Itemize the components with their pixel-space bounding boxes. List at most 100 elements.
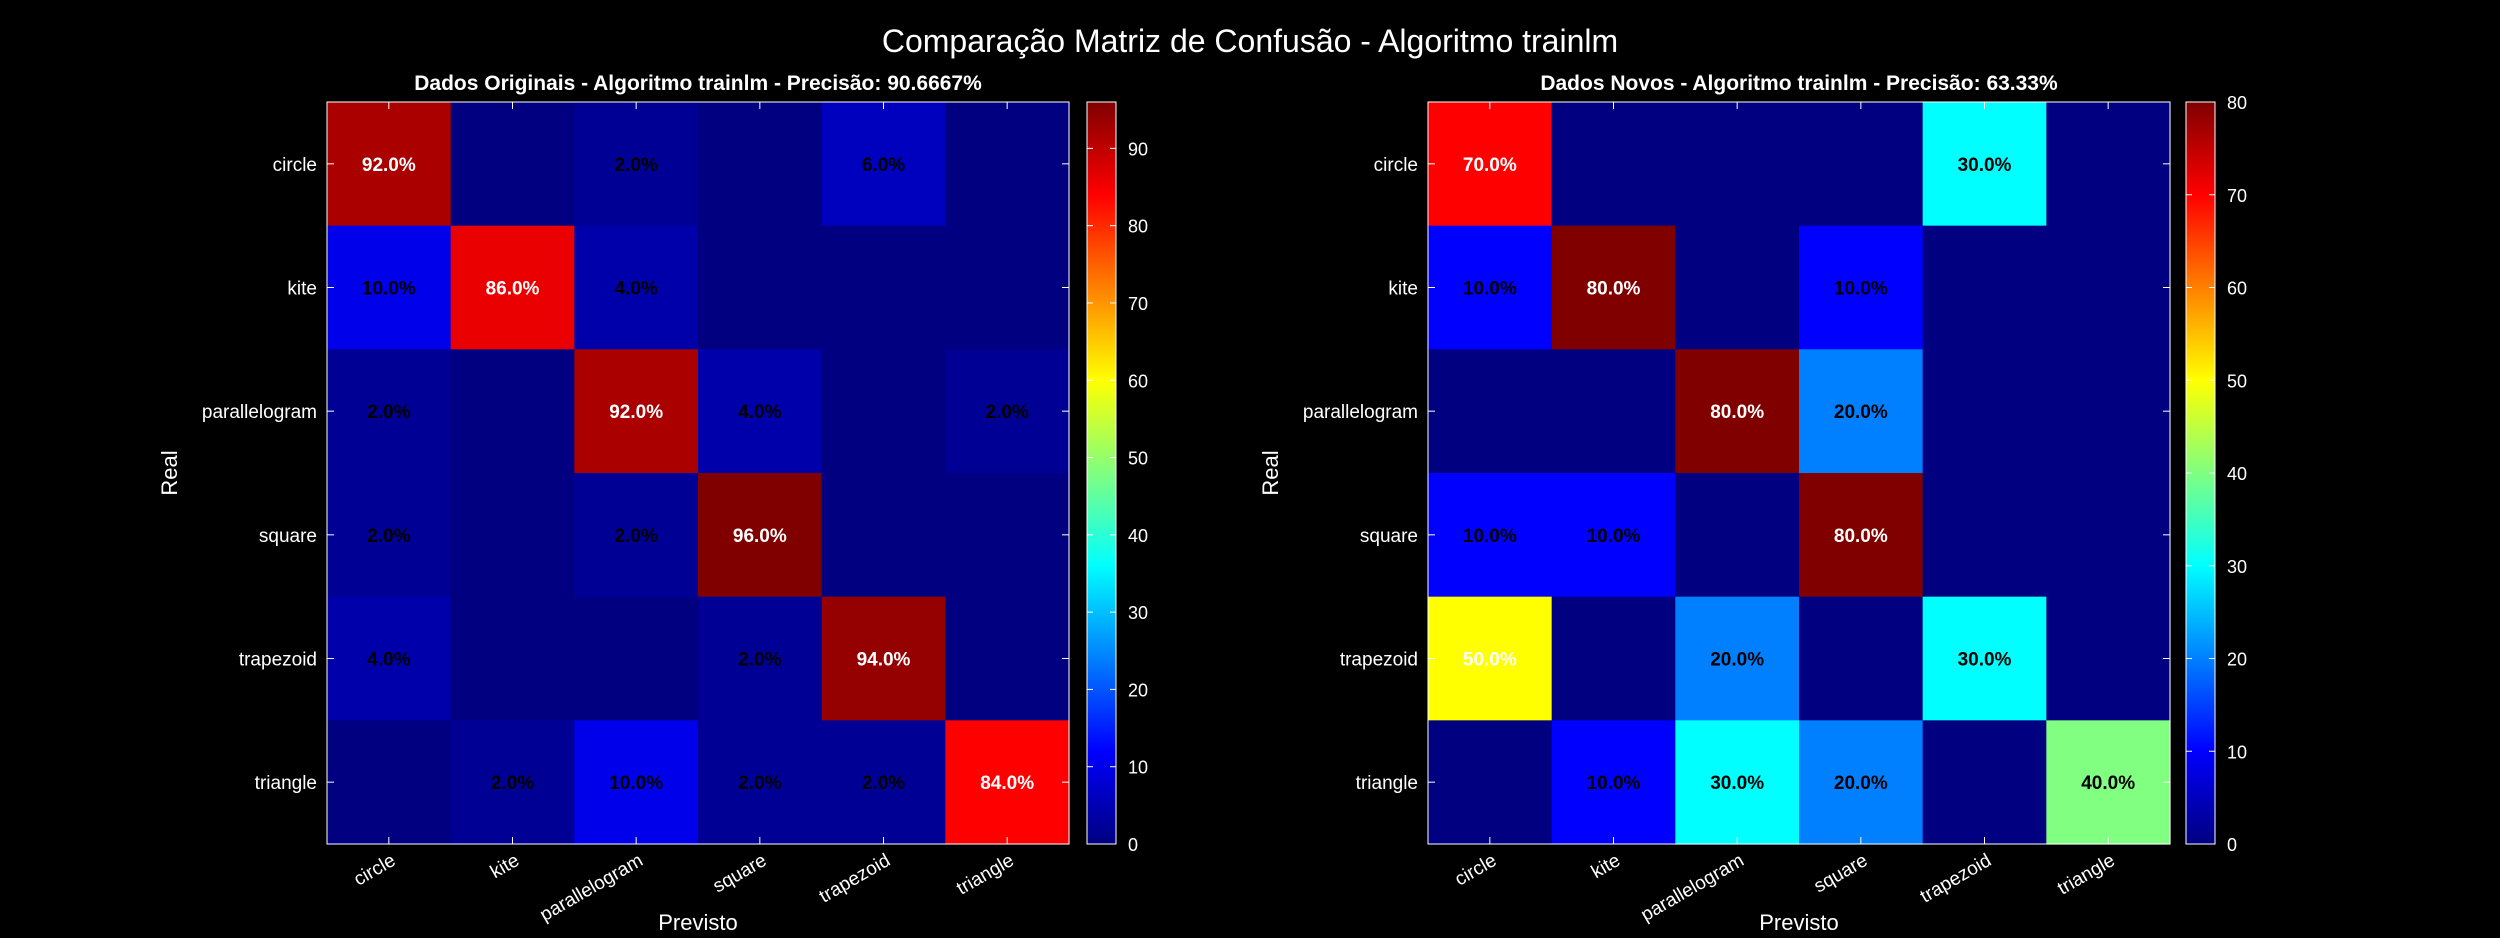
heatmap-cell bbox=[1675, 102, 1800, 227]
heatmap-cell bbox=[450, 349, 575, 474]
cell-value-label: 2.0% bbox=[615, 155, 658, 176]
heatmap-cell bbox=[2046, 720, 2171, 845]
cell-value-label: 10.0% bbox=[362, 279, 416, 300]
heatmap-cell bbox=[698, 596, 823, 721]
y-tick-label: kite bbox=[287, 279, 317, 300]
heatmap-cell bbox=[821, 720, 946, 845]
cell-value-label: 2.0% bbox=[738, 773, 781, 794]
heatmap-cell bbox=[574, 349, 699, 474]
heatmap-cell bbox=[1428, 225, 1553, 350]
heatmap-cell bbox=[574, 596, 699, 721]
heatmap-cell bbox=[698, 225, 823, 350]
cell-value-label: 6.0% bbox=[862, 155, 905, 176]
heatmap-cell bbox=[327, 720, 452, 845]
cell-value-label: 10.0% bbox=[1834, 279, 1888, 300]
cell-value-label: 70.0% bbox=[1463, 155, 1517, 176]
y-axis-label: Real bbox=[157, 450, 182, 495]
heatmap-cell bbox=[450, 720, 575, 845]
heatmap-cell bbox=[945, 102, 1070, 227]
heatmap-cell bbox=[1428, 102, 1553, 227]
heatmap-cell bbox=[450, 596, 575, 721]
colorbar-tick-label: 0 bbox=[1128, 835, 1138, 855]
y-tick-label: triangle bbox=[1356, 773, 1418, 794]
heatmap-cell bbox=[1675, 225, 1800, 350]
heatmap-cell bbox=[1428, 720, 1553, 845]
heatmap-cell bbox=[1675, 349, 1800, 474]
heatmap-cell bbox=[327, 596, 452, 721]
cell-value-label: 10.0% bbox=[1463, 526, 1517, 547]
x-axis-label: Previsto bbox=[658, 910, 737, 935]
y-tick-label: square bbox=[1360, 526, 1418, 547]
heatmap-cell bbox=[2046, 102, 2171, 227]
heatmap-cell bbox=[450, 102, 575, 227]
cell-value-label: 30.0% bbox=[1710, 773, 1764, 794]
heatmap-cell bbox=[1675, 473, 1800, 598]
heatmap-cell bbox=[1428, 596, 1553, 721]
cell-value-label: 30.0% bbox=[1958, 155, 2012, 176]
cell-value-label: 20.0% bbox=[1834, 402, 1888, 423]
heatmap-cell bbox=[1922, 596, 2047, 721]
heatmap-cell bbox=[1799, 720, 1924, 845]
colorbar-tick-label: 50 bbox=[1128, 449, 1148, 469]
cell-value-label: 2.0% bbox=[986, 402, 1029, 423]
heatmap-cell bbox=[1551, 349, 1676, 474]
y-tick-label: circle bbox=[273, 155, 317, 176]
heatmap-cell bbox=[1799, 596, 1924, 721]
heatmap-cell bbox=[1551, 473, 1676, 598]
cell-value-label: 4.0% bbox=[615, 279, 658, 300]
heatmap-cell bbox=[1922, 473, 2047, 598]
cell-value-label: 4.0% bbox=[367, 650, 410, 671]
heatmap-cell bbox=[1551, 225, 1676, 350]
x-axis-label: Previsto bbox=[1759, 910, 1838, 935]
cell-value-label: 96.0% bbox=[733, 526, 787, 547]
cell-value-label: 84.0% bbox=[980, 773, 1034, 794]
cell-value-label: 10.0% bbox=[1463, 279, 1517, 300]
cell-value-label: 10.0% bbox=[609, 773, 663, 794]
cell-value-label: 20.0% bbox=[1710, 650, 1764, 671]
heatmap-cell bbox=[698, 473, 823, 598]
heatmap-cell bbox=[327, 349, 452, 474]
chart-title: Dados Originais - Algoritmo trainlm - Pr… bbox=[414, 72, 982, 95]
colorbar-tick-label: 20 bbox=[1128, 680, 1148, 700]
cell-value-label: 2.0% bbox=[367, 402, 410, 423]
heatmap-cell bbox=[1428, 473, 1553, 598]
cell-value-label: 2.0% bbox=[615, 526, 658, 547]
colorbar-tick-label: 90 bbox=[1128, 139, 1148, 159]
colorbar-tick-label: 80 bbox=[1128, 217, 1148, 237]
heatmap-cell bbox=[821, 225, 946, 350]
heatmap-cell bbox=[574, 102, 699, 227]
y-tick-label: trapezoid bbox=[239, 650, 317, 671]
y-axis-label: Real bbox=[1258, 450, 1283, 495]
colorbar-tick-label: 40 bbox=[1128, 526, 1148, 546]
cell-value-label: 50.0% bbox=[1463, 650, 1517, 671]
heatmap-cell bbox=[1922, 349, 2047, 474]
cell-value-label: 80.0% bbox=[1710, 402, 1764, 423]
heatmap-cell bbox=[1675, 596, 1800, 721]
axes-frame bbox=[326, 101, 1070, 845]
cell-value-label: 80.0% bbox=[1834, 526, 1888, 547]
figure-suptitle: Comparação Matriz de Confusão - Algoritm… bbox=[882, 23, 1618, 59]
heatmap-cell bbox=[1799, 349, 1924, 474]
heatmap-cell bbox=[1551, 102, 1676, 227]
chart-panel-2: Dados Novos - Algoritmo trainlm - Precis… bbox=[1258, 72, 2247, 935]
y-tick-label: trapezoid bbox=[1340, 650, 1418, 671]
heatmap-cell bbox=[1799, 102, 1924, 227]
colorbar-tick-label: 40 bbox=[2227, 464, 2247, 484]
cell-value-label: 4.0% bbox=[738, 402, 781, 423]
heatmap-cell bbox=[1551, 720, 1676, 845]
heatmap-cell bbox=[1922, 720, 2047, 845]
heatmap-cell bbox=[1551, 596, 1676, 721]
chart-panel-1: Dados Originais - Algoritmo trainlm - Pr… bbox=[157, 72, 1148, 935]
heatmap-cell bbox=[450, 473, 575, 598]
heatmap-cell bbox=[1922, 102, 2047, 227]
heatmap-cell bbox=[2046, 473, 2171, 598]
colorbar-tick-label: 80 bbox=[2227, 93, 2247, 113]
heatmap-cell bbox=[2046, 349, 2171, 474]
chart-title: Dados Novos - Algoritmo trainlm - Precis… bbox=[1540, 72, 2058, 95]
cell-value-label: 86.0% bbox=[486, 279, 540, 300]
heatmap-cell bbox=[698, 102, 823, 227]
heatmap-cell bbox=[821, 102, 946, 227]
colorbar bbox=[1086, 101, 1117, 845]
y-tick-label: parallelogram bbox=[1303, 402, 1418, 423]
